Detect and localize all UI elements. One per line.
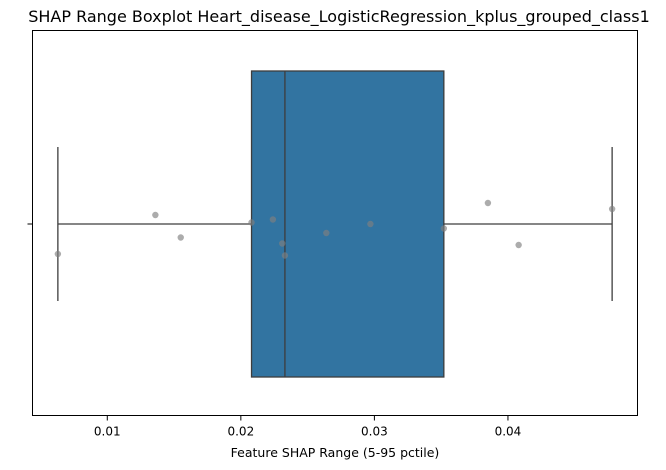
data-point	[269, 216, 277, 223]
data-point	[515, 241, 522, 249]
data-point	[484, 199, 492, 207]
x-tick-label: 0.02	[227, 425, 254, 439]
data-point	[281, 252, 289, 259]
chart-title: SHAP Range Boxplot Heart_disease_Logisti…	[28, 7, 650, 27]
data-point	[248, 219, 255, 226]
data-point	[54, 250, 62, 258]
data-point	[323, 229, 330, 237]
plot-area	[54, 70, 616, 378]
x-axis-label: Feature SHAP Range (5-95 pctile)	[231, 445, 440, 460]
data-point	[279, 240, 286, 247]
plot-frame	[32, 30, 638, 416]
x-tick-label: 0.03	[361, 425, 388, 439]
data-point	[367, 220, 374, 228]
data-point	[177, 234, 184, 241]
iqr-box	[250, 70, 445, 378]
x-axis: 0.01 0.02 0.03 0.04	[27, 223, 522, 439]
x-tick-label: 0.01	[94, 425, 121, 439]
x-tick-label: 0.04	[495, 425, 522, 439]
data-point	[608, 205, 616, 213]
data-point	[440, 225, 448, 232]
data-point	[152, 211, 159, 219]
